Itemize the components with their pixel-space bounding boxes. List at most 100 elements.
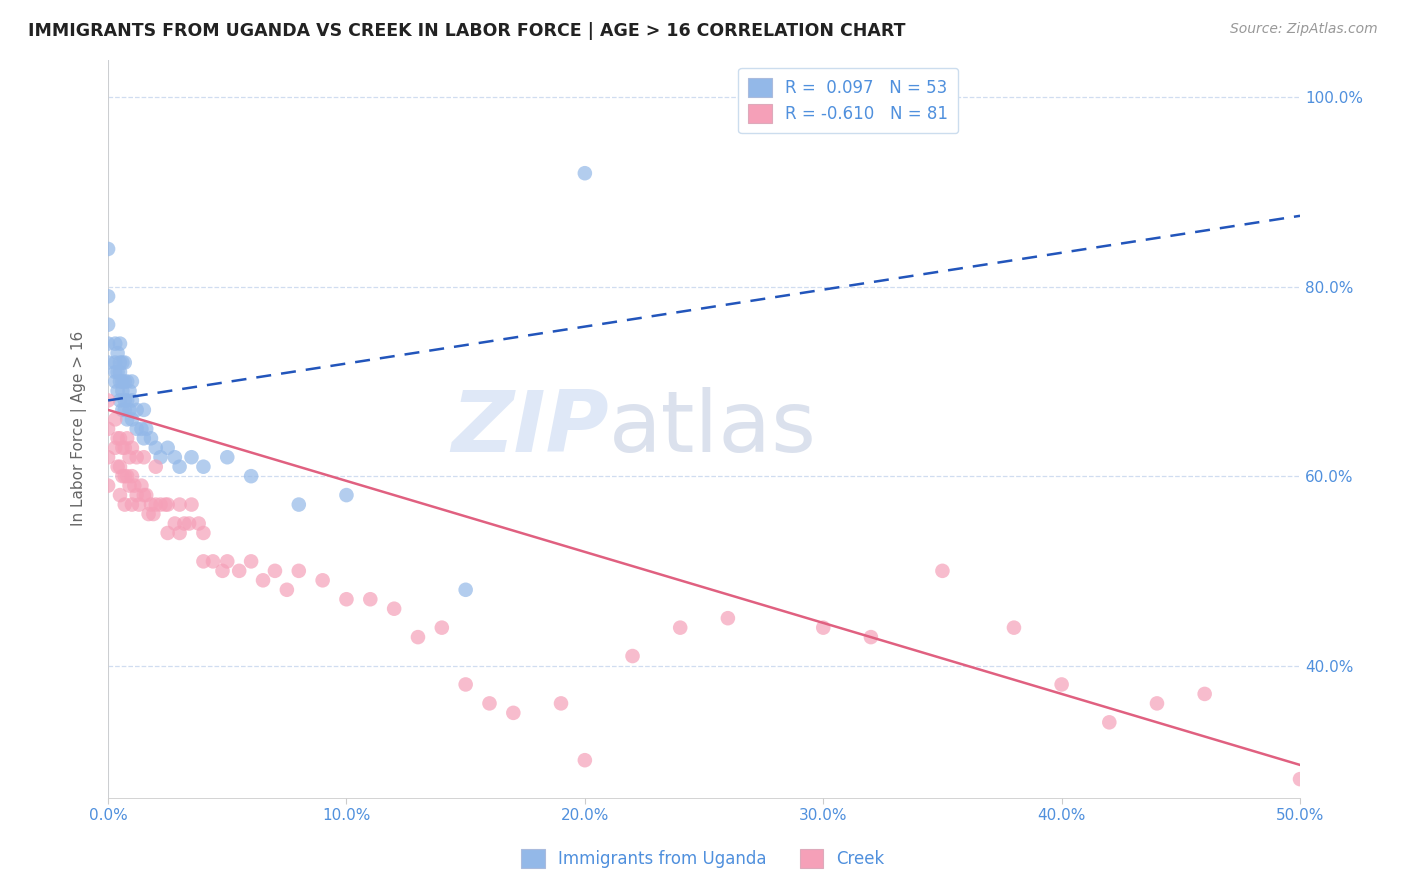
Point <box>114 498 136 512</box>
Point <box>128 498 150 512</box>
Point <box>107 346 129 360</box>
Point <box>173 516 195 531</box>
Point <box>155 498 177 512</box>
Point <box>288 564 311 578</box>
Point <box>111 355 134 369</box>
Point <box>145 459 167 474</box>
Point <box>193 459 215 474</box>
Point <box>97 242 120 256</box>
Point <box>115 393 138 408</box>
Point <box>114 393 136 408</box>
Point <box>145 498 167 512</box>
Point <box>193 554 215 568</box>
Point <box>717 611 740 625</box>
Point <box>169 459 191 474</box>
Point <box>139 431 162 445</box>
Point <box>132 450 155 465</box>
Legend: Immigrants from Uganda, Creek: Immigrants from Uganda, Creek <box>515 842 891 875</box>
Point <box>125 422 148 436</box>
Point <box>193 526 215 541</box>
Point <box>132 403 155 417</box>
Point <box>107 365 129 379</box>
Point <box>97 336 120 351</box>
Point <box>97 289 120 303</box>
Point <box>115 412 138 426</box>
Point <box>149 450 172 465</box>
Point <box>125 403 148 417</box>
Point <box>359 592 381 607</box>
Point <box>111 441 134 455</box>
Point <box>180 450 202 465</box>
Point <box>276 582 298 597</box>
Point <box>135 488 157 502</box>
Point <box>125 450 148 465</box>
Point <box>252 574 274 588</box>
Point <box>669 621 692 635</box>
Point <box>104 375 127 389</box>
Point <box>382 601 405 615</box>
Point <box>201 554 224 568</box>
Point <box>1050 677 1073 691</box>
Point <box>264 564 287 578</box>
Point <box>406 630 429 644</box>
Point <box>149 498 172 512</box>
Point <box>121 469 143 483</box>
Point <box>104 336 127 351</box>
Point <box>114 469 136 483</box>
Point <box>121 498 143 512</box>
Point <box>108 355 131 369</box>
Point <box>97 393 120 408</box>
Point <box>288 498 311 512</box>
Point <box>108 336 131 351</box>
Point <box>228 564 250 578</box>
Point <box>108 375 131 389</box>
Point <box>1146 697 1168 711</box>
Point <box>311 574 333 588</box>
Point <box>335 488 357 502</box>
Point <box>97 355 120 369</box>
Point <box>139 498 162 512</box>
Point <box>111 403 134 417</box>
Point <box>104 441 127 455</box>
Point <box>104 355 127 369</box>
Point <box>125 488 148 502</box>
Point <box>813 621 835 635</box>
Point <box>163 450 186 465</box>
Point <box>156 526 179 541</box>
Text: IMMIGRANTS FROM UGANDA VS CREEK IN LABOR FORCE | AGE > 16 CORRELATION CHART: IMMIGRANTS FROM UGANDA VS CREEK IN LABOR… <box>28 22 905 40</box>
Y-axis label: In Labor Force | Age > 16: In Labor Force | Age > 16 <box>72 331 87 526</box>
Point <box>118 478 141 492</box>
Legend: R =  0.097   N = 53, R = -0.610   N = 81: R = 0.097 N = 53, R = -0.610 N = 81 <box>738 68 957 133</box>
Point <box>121 393 143 408</box>
Point <box>115 431 138 445</box>
Point <box>107 431 129 445</box>
Point <box>217 554 239 568</box>
Point <box>179 516 201 531</box>
Point <box>115 469 138 483</box>
Point <box>145 441 167 455</box>
Point <box>156 441 179 455</box>
Point <box>502 706 524 720</box>
Point <box>430 621 453 635</box>
Point <box>121 412 143 426</box>
Point <box>240 469 263 483</box>
Point <box>574 166 596 180</box>
Point <box>115 375 138 389</box>
Point <box>104 365 127 379</box>
Point <box>111 375 134 389</box>
Point <box>111 469 134 483</box>
Point <box>124 478 146 492</box>
Point <box>574 753 596 767</box>
Point <box>163 516 186 531</box>
Point <box>454 677 477 691</box>
Point <box>114 403 136 417</box>
Point <box>217 450 239 465</box>
Point <box>454 582 477 597</box>
Point <box>1002 621 1025 635</box>
Point <box>114 375 136 389</box>
Point <box>108 459 131 474</box>
Point <box>859 630 882 644</box>
Point <box>142 507 165 521</box>
Point <box>118 403 141 417</box>
Point <box>135 422 157 436</box>
